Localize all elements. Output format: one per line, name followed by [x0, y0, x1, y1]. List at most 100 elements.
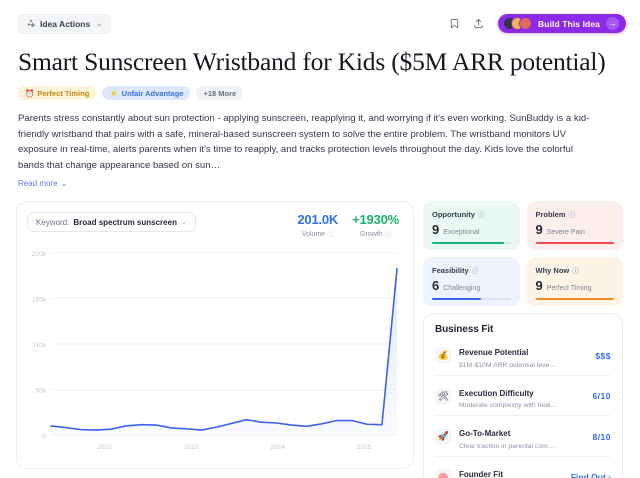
chevron-down-icon: ⌄ [96, 20, 103, 28]
score-value: 6 [432, 278, 440, 294]
info-icon[interactable]: ⓘ [568, 212, 576, 220]
business-fit-row[interactable]: 🧠 Founder FitIdeal for founders with heal… [435, 457, 611, 478]
info-icon[interactable]: ⓘ [327, 232, 334, 240]
info-icon[interactable]: ⓘ [477, 212, 485, 220]
score-value: 9 [535, 278, 543, 294]
badge-list: ⏰ Perfect Timing ⚡ Unfair Advantage +18 … [0, 77, 640, 100]
sparkle-icon [27, 19, 36, 29]
score-card-feasibility[interactable]: Feasibility ⓘ 6 Challenging [423, 257, 520, 307]
business-fit-text: Go-To-Market Clear traction in parental c… [459, 423, 585, 450]
keyword-select[interactable]: Keyword: Broad spectrum sunscreen ⌄ [27, 212, 196, 233]
idea-actions-label: Idea Actions [40, 18, 91, 29]
svg-text:165k: 165k [32, 297, 47, 304]
bookmark-button[interactable] [444, 14, 464, 34]
svg-text:0: 0 [42, 433, 46, 440]
chart-svg: 0 55k 110k 165k 220k 2022 2023 2024 2025 [32, 251, 398, 451]
business-fit-value: 8/10 [592, 431, 611, 442]
chevron-down-icon: ⌄ [180, 219, 187, 227]
svg-text:2022: 2022 [97, 444, 112, 451]
svg-text:2024: 2024 [270, 444, 285, 451]
badge-label: Perfect Timing [37, 88, 90, 98]
search-volume-chart[interactable]: 0 55k 110k 165k 220k 2022 2023 2024 2025 [27, 249, 403, 455]
metric-growth: +1930% Growth ⓘ [352, 212, 399, 239]
arrow-right-icon: → [606, 17, 619, 30]
svg-text:55k: 55k [36, 388, 47, 395]
business-fit-subtitle: Clear traction in parental com… [459, 442, 555, 450]
volume-value: 201.0K [297, 212, 339, 228]
score-title-row: Opportunity ⓘ [432, 209, 512, 220]
score-progress-track [535, 242, 614, 245]
business-fit-text: Revenue Potential $1M-$10M ARR potential … [459, 342, 588, 369]
chart-header: Keyword: Broad spectrum sunscreen ⌄ 201.… [27, 212, 403, 239]
svg-text:2023: 2023 [184, 444, 199, 451]
score-card-problem[interactable]: Problem ⓘ 9 Severe Pain [526, 201, 623, 251]
volume-label: Volume [301, 230, 326, 238]
rocket-icon: 🚀 [435, 428, 452, 446]
badge-more-count[interactable]: +18 More [196, 86, 244, 100]
score-progress-track [432, 242, 511, 245]
info-icon[interactable]: ⓘ [384, 232, 392, 240]
search-trend-card: Keyword: Broad spectrum sunscreen ⌄ 201.… [16, 201, 414, 470]
score-title: Problem [535, 209, 566, 219]
top-toolbar: Idea Actions ⌄ Build This Idea → [0, 0, 640, 38]
score-progress-fill [535, 242, 614, 245]
info-icon[interactable]: ⓘ [572, 268, 579, 276]
money-bag-icon: 💰 [435, 347, 452, 365]
score-value-row: 9 Perfect Timing [536, 278, 616, 293]
business-fit-name: Go-To-Market [459, 429, 511, 439]
read-more-label: Read more [18, 179, 58, 189]
business-fit-heading: Business Fit [435, 324, 494, 336]
keyword-prefix-label: Keyword: [36, 217, 70, 227]
business-fit-name: Execution Difficulty [459, 388, 534, 398]
business-fit-name: Founder Fit [459, 469, 503, 478]
avatar-group [503, 17, 533, 30]
growth-label: Growth [360, 230, 383, 238]
score-title: Feasibility [432, 265, 469, 275]
bookmark-icon [450, 18, 458, 29]
score-value: 9 [432, 222, 440, 238]
share-button[interactable] [468, 14, 488, 34]
business-fit-name: Revenue Potential [459, 348, 529, 358]
score-label: Challenging [443, 285, 481, 293]
score-card-why-now[interactable]: Why Now ⓘ 9 Perfect Timing [526, 257, 623, 307]
chart-metrics: 201.0K Volume ⓘ +1930% Growth ⓘ [297, 212, 403, 239]
svg-text:110k: 110k [32, 342, 46, 349]
business-fit-value: 6/10 [592, 391, 611, 402]
business-fit-row[interactable]: 💰 Revenue Potential $1M-$10M ARR potential… [435, 335, 611, 376]
business-fit-link[interactable]: Find Out › [570, 472, 611, 478]
business-fit-text: Founder FitIdeal for founders with healt… [459, 464, 564, 478]
share-icon [473, 18, 483, 29]
badge-perfect-timing[interactable]: ⏰ Perfect Timing [18, 86, 97, 100]
score-value-row: 9 Severe Pain [536, 222, 616, 237]
score-card-opportunity[interactable]: Opportunity ⓘ 9 Exceptional [423, 201, 520, 251]
badge-label: +18 More [203, 88, 237, 98]
score-label: Perfect Timing [546, 285, 592, 293]
main-content: Keyword: Broad spectrum sunscreen ⌄ 201.… [0, 191, 640, 478]
score-progress-track [432, 298, 511, 301]
idea-actions-button[interactable]: Idea Actions ⌄ [18, 13, 112, 34]
brain-icon: 🧠 [435, 468, 452, 478]
score-title-row: Why Now ⓘ [536, 265, 616, 276]
score-value-row: 9 Exceptional [432, 222, 512, 237]
business-fit-row[interactable]: 🚀 Go-To-Market Clear traction in parental … [435, 416, 611, 457]
business-fit-value: $$$ [595, 350, 611, 361]
score-value-row: 6 Challenging [432, 278, 512, 293]
right-column: Opportunity ⓘ 9 Exceptional Problem ⓘ [423, 201, 623, 478]
score-value: 9 [535, 222, 543, 238]
build-this-idea-button[interactable]: Build This Idea → [498, 14, 626, 33]
business-fit-row[interactable]: 🛠 Execution Difficulty Moderate complexity… [435, 376, 611, 417]
badge-unfair-advantage[interactable]: ⚡ Unfair Advantage [102, 86, 191, 100]
growth-value: +1930% [352, 212, 399, 228]
score-progress-fill [432, 242, 505, 245]
keyword-value: Broad spectrum sunscreen [73, 217, 177, 227]
avatar [519, 17, 533, 30]
business-fit-subtitle: $1M-$10M ARR potential leve… [459, 361, 557, 369]
metric-volume: 201.0K Volume ⓘ [297, 212, 338, 239]
read-more-toggle[interactable]: Read more ⌄ [0, 174, 85, 188]
idea-description: Parents stress constantly about sun prot… [18, 113, 590, 171]
svg-text:2025: 2025 [357, 444, 372, 451]
score-card-grid: Opportunity ⓘ 9 Exceptional Problem ⓘ [423, 201, 623, 307]
info-icon[interactable]: ⓘ [471, 268, 479, 276]
build-button-label: Build This Idea [538, 18, 600, 29]
